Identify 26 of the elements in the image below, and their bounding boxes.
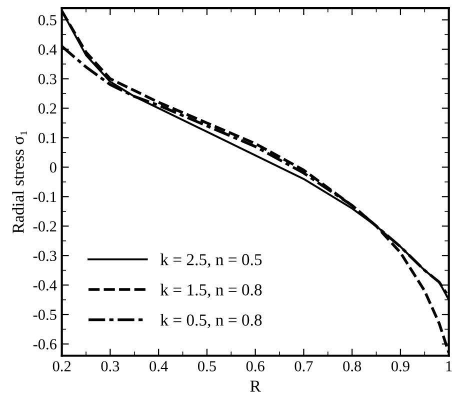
legend-label: k = 0.5, n = 0.8: [160, 314, 262, 328]
x-tick-label: 1: [446, 361, 452, 372]
x-tick-label: 0.2: [52, 361, 71, 372]
y-tick-label: -0.6: [33, 339, 57, 350]
x-tick-label: 0.9: [392, 361, 410, 372]
y-tick-label: -0.5: [33, 310, 56, 320]
x-tick-label: 0.3: [101, 361, 120, 372]
x-axis-title: R: [250, 380, 261, 392]
y-tick-label: 0.5: [38, 14, 56, 26]
x-tick-label: 0.7: [294, 361, 313, 372]
y-tick-label: 0: [50, 162, 56, 173]
y-tick-label: -0.1: [33, 192, 56, 202]
y-tick-label: 0.1: [38, 132, 56, 144]
y-tick-label: 0.4: [38, 44, 57, 55]
x-tick-label: 0.6: [246, 361, 264, 372]
y-tick-label: 0.2: [38, 103, 56, 114]
y-tick-label: 0.3: [38, 74, 56, 84]
x-tick-label: 0.4: [150, 361, 168, 372]
legend-label: k = 1.5, n = 0.8: [160, 284, 262, 298]
y-tick-label: -0.3: [33, 250, 56, 262]
x-tick-label: 0.5: [198, 361, 216, 372]
y-axis-title: Radial stress σ₁: [12, 131, 28, 234]
legend-label: k = 2.5, n = 0.5: [160, 254, 262, 268]
y-tick-label: -0.4: [33, 280, 57, 291]
y-tick-label: -0.2: [33, 221, 56, 232]
x-tick-label: 0.8: [343, 361, 362, 372]
